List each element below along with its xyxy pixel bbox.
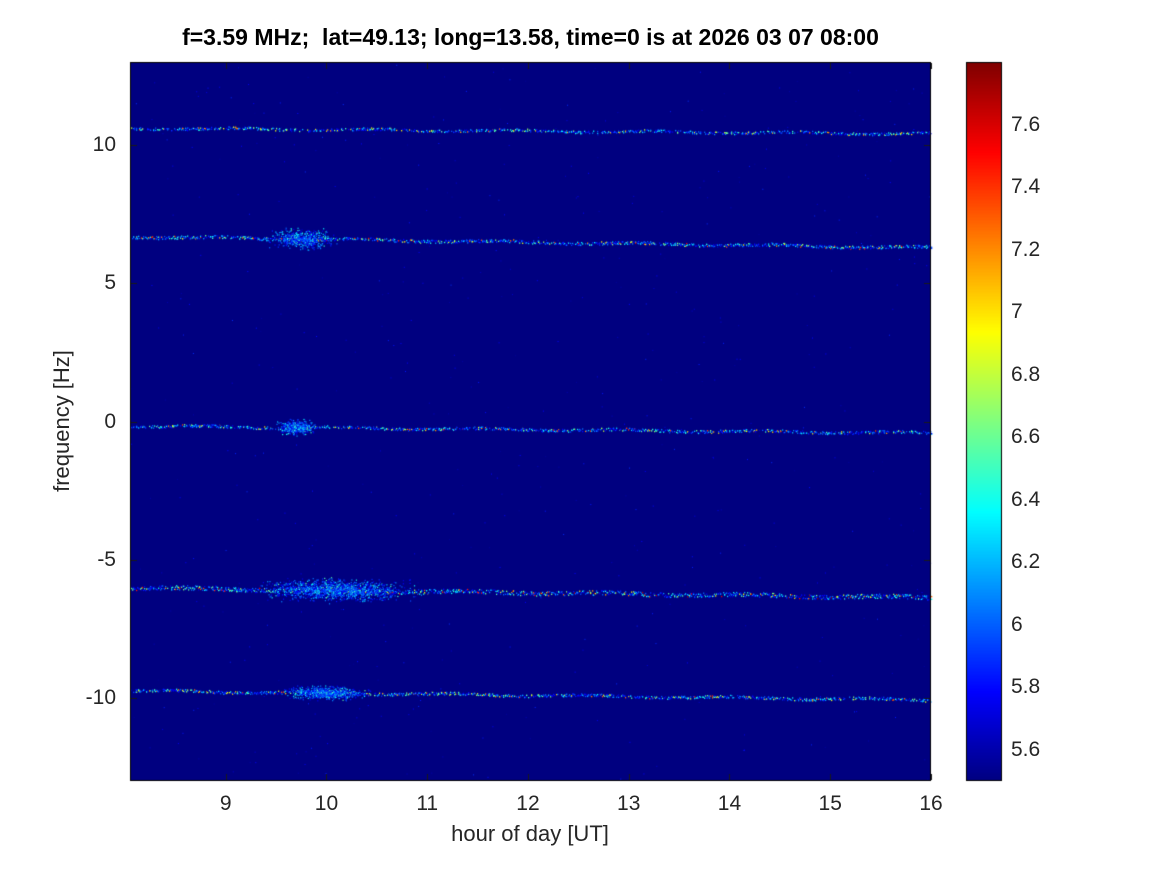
colorbar-tick-label: 7 (1011, 300, 1023, 324)
x-tick-label: 14 (717, 792, 742, 815)
x-tick-label: 10 (314, 792, 339, 815)
colorbar-tick-label: 7.4 (1011, 175, 1041, 199)
y-tick-label: 5 (104, 271, 116, 295)
chart-title: f=3.59 MHz; lat=49.13; long=13.58, time=… (182, 24, 879, 50)
colorbar-tick-label: 7.6 (1011, 112, 1041, 136)
x-tick-label: 13 (617, 792, 641, 815)
x-axis-label: hour of day [UT] (451, 821, 609, 846)
y-tick-label: 10 (92, 132, 116, 156)
colorbar-tick-label: 6.4 (1011, 487, 1041, 511)
colorbar-tick-label: 6.2 (1011, 550, 1041, 574)
x-tick-label: 12 (516, 792, 540, 815)
x-tick-label: 9 (219, 792, 232, 815)
y-tick-label: -5 (97, 547, 116, 571)
y-tick-label: -10 (85, 686, 116, 710)
colorbar-tick-label: 5.6 (1011, 737, 1041, 761)
x-tick-label: 11 (416, 792, 439, 815)
colorbar-tick-label: 6 (1011, 612, 1023, 636)
y-tick-label: 0 (104, 409, 116, 433)
colorbar-tick-label: 7.2 (1011, 237, 1041, 261)
x-tick-label: 16 (919, 792, 943, 815)
x-tick-label: 15 (818, 792, 842, 815)
colorbar-tick-label: 6.6 (1011, 425, 1041, 449)
colorbar-tick-label: 6.8 (1011, 362, 1041, 386)
colorbar-tick-label: 5.8 (1011, 675, 1041, 699)
